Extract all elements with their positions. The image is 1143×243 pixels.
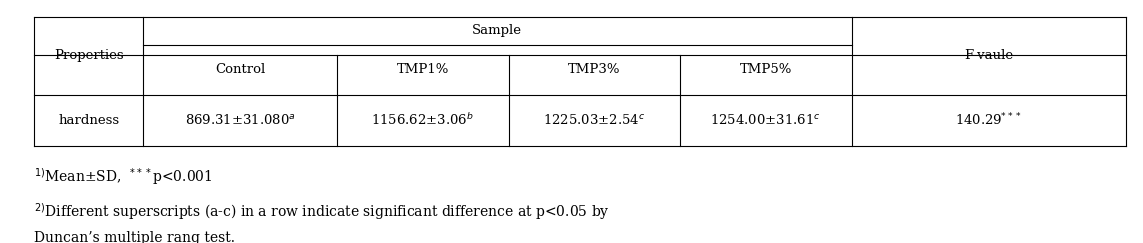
Text: F-vaule: F-vaule (965, 49, 1013, 62)
Text: 1254.00±31.61$^{\mathit{c}}$: 1254.00±31.61$^{\mathit{c}}$ (710, 113, 822, 127)
Text: TMP5%: TMP5% (740, 63, 792, 76)
Text: Properties: Properties (54, 49, 123, 62)
Text: TMP3%: TMP3% (568, 63, 621, 76)
Text: Duncan’s multiple rang test.: Duncan’s multiple rang test. (34, 231, 235, 243)
Text: 869.31±31.080$^{\mathit{a}}$: 869.31±31.080$^{\mathit{a}}$ (184, 113, 296, 127)
Text: 1156.62±3.06$^{\mathit{b}}$: 1156.62±3.06$^{\mathit{b}}$ (371, 112, 474, 128)
Text: Control: Control (215, 63, 265, 76)
Text: $^{2)}$Different superscripts (a-c) in a row indicate significant difference at : $^{2)}$Different superscripts (a-c) in a… (34, 201, 610, 222)
Text: $^{1)}$Mean±SD,  $^{***}$p<0.001: $^{1)}$Mean±SD, $^{***}$p<0.001 (34, 166, 213, 187)
Text: Sample: Sample (472, 25, 522, 37)
Text: 140.29$^{***}$: 140.29$^{***}$ (956, 112, 1022, 129)
Text: TMP1%: TMP1% (397, 63, 449, 76)
Text: hardness: hardness (58, 114, 119, 127)
Text: 1225.03±2.54$^{\mathit{c}}$: 1225.03±2.54$^{\mathit{c}}$ (543, 113, 646, 127)
